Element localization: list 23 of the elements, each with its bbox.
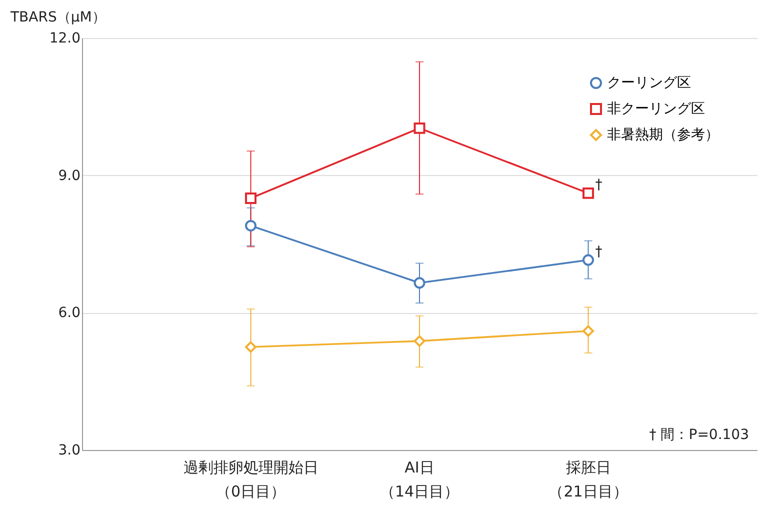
point [245, 341, 256, 353]
y-axis-title: TBARS（μM） [10, 10, 106, 26]
point [582, 325, 594, 337]
y-tick-label: 12.0 [49, 30, 80, 46]
x-tick-label: 採胚日（21日目） [548, 458, 628, 500]
point [245, 192, 256, 204]
point [582, 254, 594, 266]
point [414, 335, 426, 347]
x-tick-label: 過剰排卵処理開始日（0日目） [183, 458, 318, 500]
y-tick-label: 3.0 [58, 442, 80, 458]
annotation: † [595, 177, 602, 194]
point [582, 187, 594, 199]
legend-label: 非暑熱期（参考） [607, 127, 719, 143]
legend-label: クーリング区 [607, 75, 691, 91]
annotation: † 間：P=0.103 [649, 427, 749, 443]
x-tick-label: AI日（14日目） [380, 458, 460, 500]
legend-label: 非クーリング区 [607, 101, 705, 117]
point [414, 122, 426, 134]
y-tick-label: 6.0 [58, 305, 80, 322]
point [245, 220, 256, 232]
annotation: † [595, 244, 602, 260]
point [414, 277, 426, 289]
y-tick-label: 9.0 [58, 168, 80, 184]
